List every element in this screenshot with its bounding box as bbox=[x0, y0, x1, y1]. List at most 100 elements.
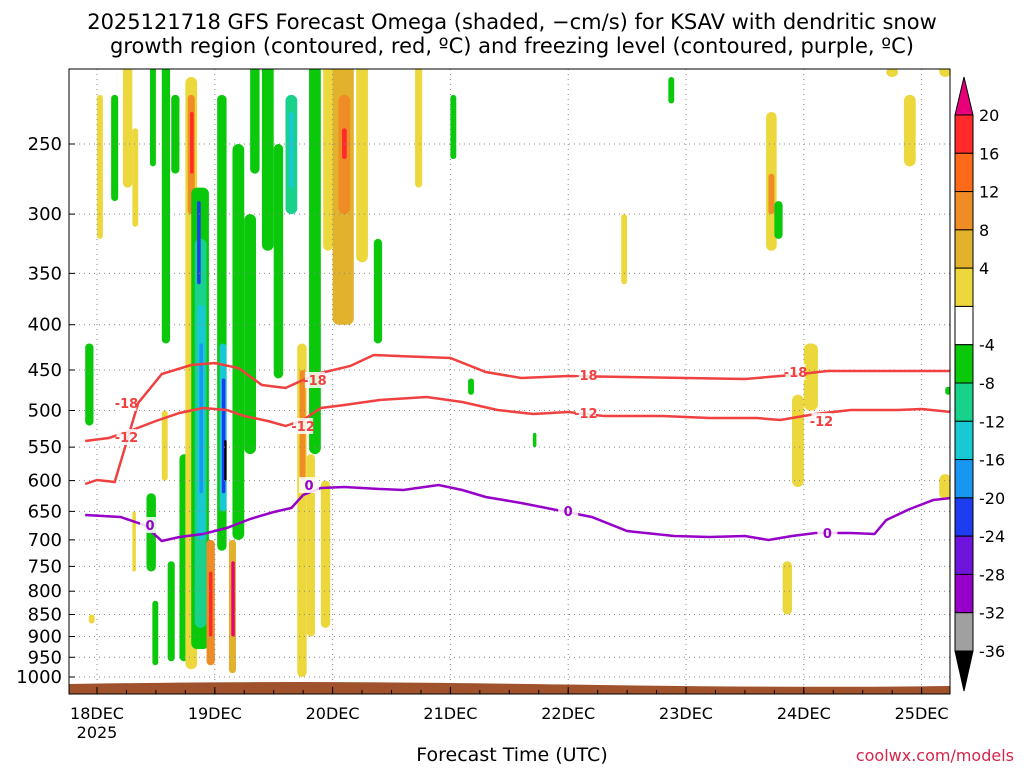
omega-cell bbox=[774, 201, 783, 239]
site-credit: coolwx.com/models bbox=[855, 746, 1014, 765]
contour-label: 0 bbox=[564, 505, 573, 520]
y-tick-label: 600 bbox=[28, 471, 62, 492]
omega-cell bbox=[199, 343, 204, 494]
colorbar-box bbox=[954, 229, 974, 269]
omega-cell bbox=[232, 144, 245, 540]
x-tick-label: 20DEC bbox=[306, 704, 360, 723]
omega-cell bbox=[197, 201, 201, 285]
omega-cell bbox=[945, 386, 950, 395]
contour-line bbox=[85, 395, 950, 443]
omega-cell bbox=[886, 69, 899, 77]
contour-label-bg bbox=[785, 364, 806, 380]
contour-label-bg bbox=[140, 517, 161, 533]
x-tick-label: 25DEC bbox=[895, 704, 949, 723]
omega-cell bbox=[161, 69, 171, 344]
colorbar-label: 12 bbox=[979, 183, 999, 202]
y-tick-label: 500 bbox=[28, 401, 62, 422]
y-tick-label: 350 bbox=[28, 263, 62, 284]
omega-cell bbox=[621, 214, 628, 285]
colorbar-box bbox=[954, 420, 974, 461]
omega-cell bbox=[803, 343, 818, 411]
omega-cell bbox=[190, 111, 194, 174]
contour-label: 0 bbox=[145, 519, 154, 534]
omega-cell bbox=[309, 69, 321, 455]
colorbar-box bbox=[954, 305, 974, 346]
omega-cell bbox=[768, 173, 775, 215]
y-axis: 2503003504004505005506006507007508008509… bbox=[16, 134, 75, 688]
omega-cell bbox=[273, 144, 284, 379]
omega-cell bbox=[167, 561, 175, 662]
omega-cell bbox=[289, 111, 294, 188]
contour-label-bg bbox=[304, 372, 325, 388]
omega-cell bbox=[415, 69, 423, 188]
contour-label-bg bbox=[558, 503, 579, 519]
contour-label: -18 bbox=[115, 397, 139, 412]
omega-cell bbox=[231, 561, 235, 637]
colorbar-box bbox=[954, 459, 974, 499]
contour-label-bg bbox=[575, 367, 596, 383]
colorbar-box bbox=[954, 114, 974, 154]
contour-label: -18 bbox=[303, 374, 327, 389]
contour-label-bg bbox=[817, 525, 838, 541]
omega-cell bbox=[111, 94, 119, 202]
colorbar-box bbox=[954, 497, 974, 537]
omega-cell bbox=[122, 69, 133, 188]
x-year-label: 2025 bbox=[77, 723, 118, 742]
omega-cell bbox=[152, 600, 159, 666]
colorbar-label: -36 bbox=[979, 642, 1005, 661]
omega-cell bbox=[373, 238, 383, 344]
colorbar-label: -24 bbox=[979, 527, 1005, 546]
x-tick-label: 19DEC bbox=[188, 704, 242, 723]
omega-cell bbox=[532, 432, 537, 448]
contour-label-bg bbox=[811, 413, 832, 429]
x-axis: 18DEC 19DEC 20DEC 21DEC 22DEC 23DEC 24DEC 25DEC… bbox=[70, 687, 949, 742]
y-tick-label: 550 bbox=[28, 437, 62, 458]
y-tick-label: 1000 bbox=[16, 667, 62, 688]
colorbar-label: -8 bbox=[979, 374, 995, 393]
omega-cell bbox=[224, 440, 227, 481]
omega-cell bbox=[903, 94, 916, 167]
contour-layer: -18 -18 -18 -18 -12 -12 -12 -12 0 0 0 0 bbox=[84, 353, 950, 543]
omega-cell bbox=[85, 343, 94, 426]
y-tick-label: 450 bbox=[28, 360, 62, 381]
x-tick-label: 22DEC bbox=[541, 704, 595, 723]
contour-label: -12 bbox=[810, 415, 834, 430]
colorbar-bottom-arrow bbox=[954, 650, 974, 692]
omega-cell bbox=[323, 69, 333, 251]
omega-cell bbox=[450, 94, 457, 160]
omega-cell bbox=[468, 378, 474, 395]
ground-fill bbox=[69, 682, 950, 694]
omega-cell bbox=[208, 571, 213, 637]
colorbar-top-arrow bbox=[954, 76, 974, 116]
x-tick-label: 18DEC bbox=[70, 704, 124, 723]
contour-label: -18 bbox=[574, 369, 598, 384]
y-tick-label: 650 bbox=[28, 501, 62, 522]
contour-label: -12 bbox=[291, 420, 315, 435]
omega-cell bbox=[306, 454, 315, 637]
x-tick-label: 23DEC bbox=[659, 704, 713, 723]
colorbar-label: -12 bbox=[979, 412, 1005, 431]
colorbar-legend: 20 16 12 8 4 -4 -8 -12 -16 -20 -24 -28 -32 -36 bbox=[954, 76, 1005, 692]
contour-label: -12 bbox=[115, 431, 139, 446]
omega-cell bbox=[171, 94, 180, 174]
contour-label-bg bbox=[299, 477, 320, 493]
colorbar-label: 8 bbox=[979, 221, 989, 240]
omega-cell bbox=[261, 69, 274, 251]
omega-cell bbox=[320, 480, 331, 628]
omega-cell bbox=[939, 474, 950, 500]
y-tick-label: 700 bbox=[28, 530, 62, 551]
y-tick-label: 400 bbox=[28, 315, 62, 336]
omega-cell bbox=[88, 614, 95, 624]
contour-label: -12 bbox=[574, 407, 598, 422]
omega-cell bbox=[782, 561, 793, 615]
omega-cell bbox=[250, 69, 260, 174]
y-tick-label: 300 bbox=[28, 204, 62, 225]
contour-line bbox=[84, 353, 950, 486]
colorbar-label: 20 bbox=[979, 106, 999, 125]
contour-label: -18 bbox=[784, 366, 808, 381]
omega-cell bbox=[132, 511, 136, 572]
y-tick-label: 750 bbox=[28, 556, 62, 577]
y-tick-label: 950 bbox=[28, 647, 62, 668]
chart-title-line-2: growth region (contoured, red, ºC) and f… bbox=[110, 34, 914, 58]
